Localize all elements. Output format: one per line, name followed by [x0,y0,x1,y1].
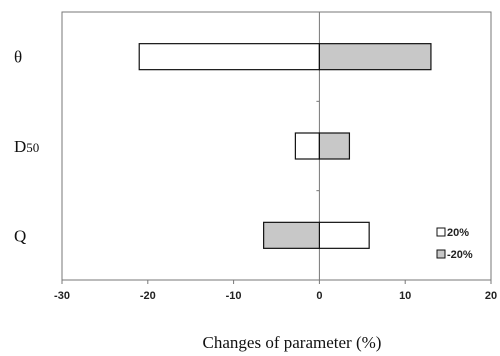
bar-minus20-0 [318,43,432,71]
x-tick-label: 20 [485,290,497,302]
legend-label: 20% [447,227,469,239]
x-tick-label: -30 [54,290,70,302]
category-label: D50 [14,137,39,156]
legend-swatch [436,227,446,237]
x-axis-ticks: -30 -20 -10 0 10 20 [54,280,497,302]
x-tick-label: 0 [316,290,322,302]
x-tick-label: 10 [399,290,411,302]
bar-plus20-2 [318,221,370,249]
legend: 20% -20% [436,227,473,261]
bar-minus20-2 [263,221,321,249]
category-label: Q [14,226,26,245]
x-tick-label: -20 [140,290,156,302]
bar-plus20-1 [294,132,321,160]
x-tick-label: -10 [226,290,242,302]
category-labels: θ D50 Q [14,48,39,246]
category-label: θ [14,48,22,67]
bar-plus20-0 [138,43,320,71]
x-axis-title: Changes of parameter (%) [203,333,382,352]
legend-label: -20% [447,249,473,261]
bars [138,43,432,249]
legend-swatch [436,249,446,259]
bar-minus20-1 [318,132,351,160]
